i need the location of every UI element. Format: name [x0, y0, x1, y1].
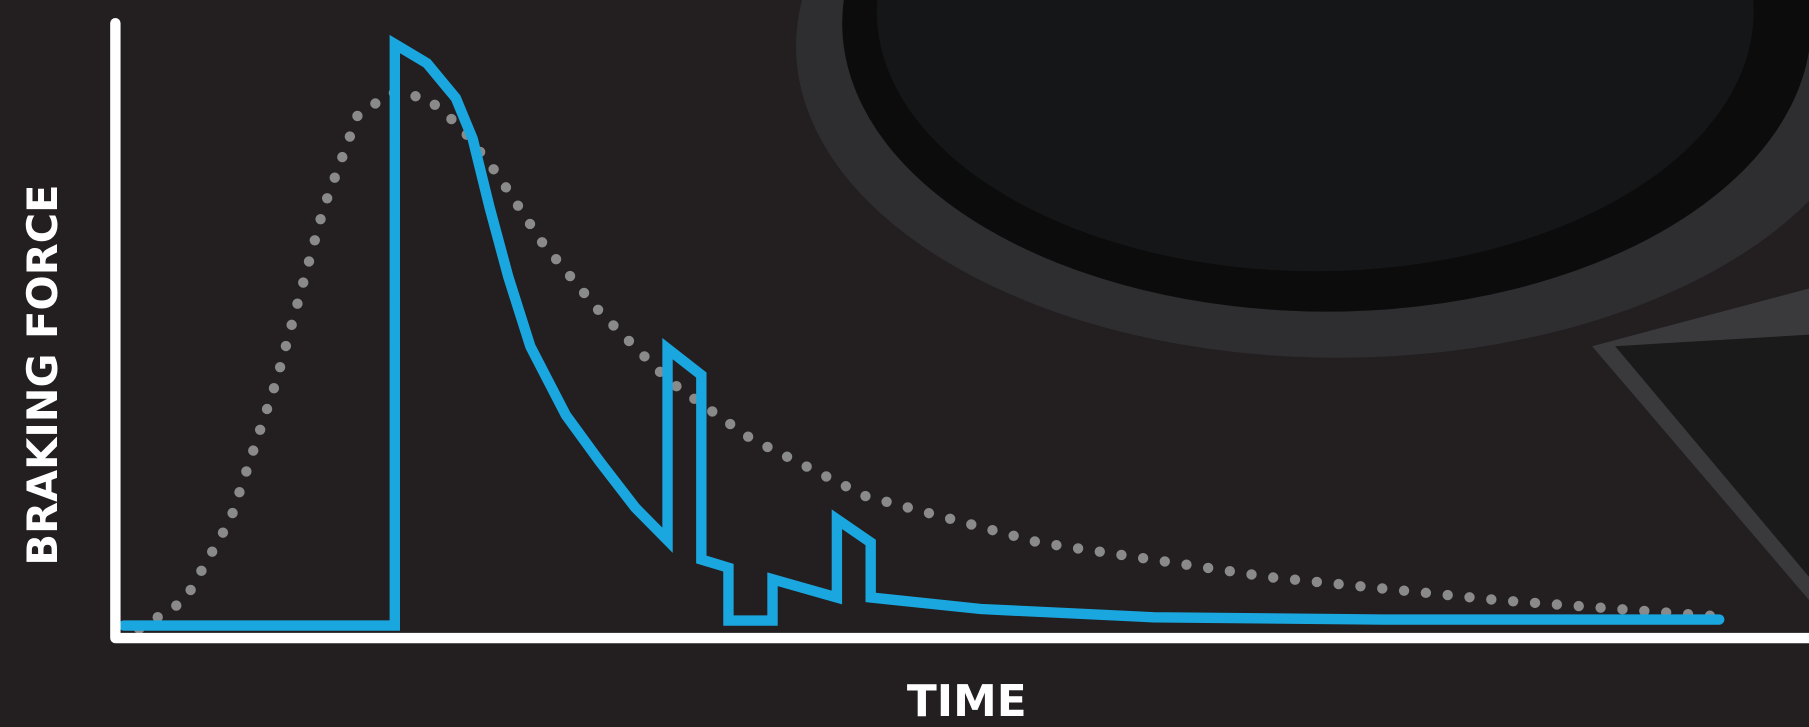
line-series [118, 34, 1725, 631]
wheel-photo [796, 0, 1809, 601]
axis-line [110, 17, 1809, 644]
x-axis-label: TIME [907, 676, 1027, 727]
y-axis-label: BRAKING FORCE [18, 184, 67, 565]
line-series [133, 87, 1737, 635]
